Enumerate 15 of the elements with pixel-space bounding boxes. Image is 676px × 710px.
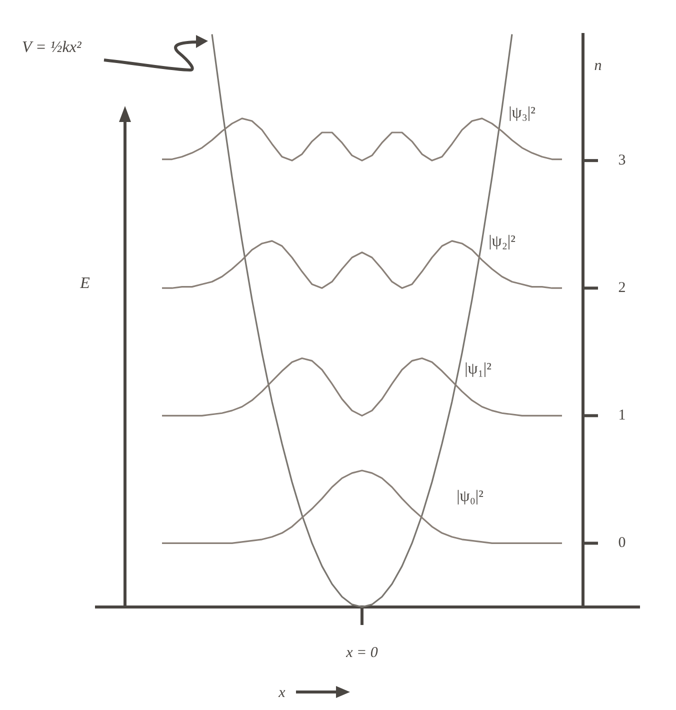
y-axis-title: n <box>594 58 602 74</box>
series-label: |ψ₃|² <box>508 104 536 122</box>
line-series <box>161 357 563 416</box>
text: x = 0 <box>345 645 378 661</box>
y-tick-label: 1 <box>618 408 626 424</box>
line-series <box>161 470 563 544</box>
y-tick-label: 3 <box>618 152 626 169</box>
series-label: |ψ₁|² <box>464 360 492 378</box>
text: x <box>278 685 286 701</box>
y-tick-label: 0 <box>618 535 626 552</box>
text: E <box>79 275 90 292</box>
series-label: |ψ₀|² <box>456 488 484 506</box>
series-label: |ψ₂|² <box>488 233 516 250</box>
text: V = ½kx² <box>22 39 82 56</box>
y-tick-label: 2 <box>618 280 626 296</box>
